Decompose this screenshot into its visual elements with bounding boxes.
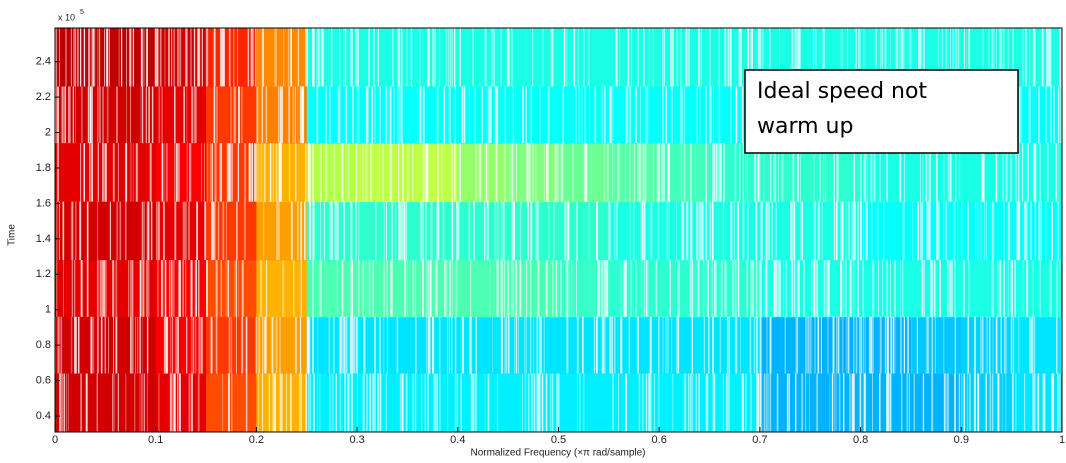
- x-tick-label: 0.1: [148, 434, 163, 446]
- y-tick-label: 2.4: [36, 56, 51, 68]
- annotation-line: Ideal speed not: [757, 79, 927, 104]
- y-tick-label: 1: [45, 304, 51, 316]
- x-tick-label: 0.5: [551, 434, 566, 446]
- cell: [458, 86, 509, 143]
- x-tick-label: 0.2: [249, 434, 264, 446]
- cell: [609, 317, 660, 374]
- cell: [861, 374, 912, 433]
- cell: [357, 28, 408, 87]
- cell: [508, 202, 559, 261]
- y-tick-label: 2.2: [36, 91, 51, 103]
- cell: [861, 260, 912, 317]
- y-exponent: 5: [80, 9, 84, 16]
- x-tick-label: 0.6: [652, 434, 667, 446]
- y-exponent-base: x 10: [58, 12, 75, 22]
- x-axis-label: Normalized Frequency (×π rad/sample): [470, 448, 645, 459]
- cell: [609, 374, 660, 433]
- chart: x 10 5 Normalized Frequency (×π rad/samp…: [0, 0, 1066, 463]
- x-tick-label: 1: [1059, 434, 1065, 446]
- cell: [458, 374, 509, 433]
- cell: [710, 202, 761, 261]
- annotation-line: warm up: [757, 114, 853, 139]
- x-tick-label: 0.7: [752, 434, 767, 446]
- cell: [659, 260, 710, 317]
- cell: [911, 317, 962, 374]
- cell: [1012, 28, 1063, 87]
- cell: [256, 260, 307, 317]
- cell: [206, 260, 257, 317]
- cell: [206, 28, 257, 87]
- y-tick-label: 1.8: [36, 162, 51, 174]
- cell: [458, 143, 509, 202]
- cell: [256, 28, 307, 87]
- cell: [659, 317, 710, 374]
- y-tick-label: 0.4: [36, 410, 51, 422]
- y-axis-label: Time: [7, 224, 18, 246]
- cell: [508, 86, 559, 143]
- x-tick-label: 0.8: [853, 434, 868, 446]
- cell: [508, 374, 559, 433]
- y-tick-label: 0.6: [36, 375, 51, 387]
- cell: [1012, 260, 1063, 317]
- cell: [609, 86, 660, 143]
- x-tick-label: 0.4: [450, 434, 465, 446]
- cell: [659, 28, 710, 87]
- cell: [357, 143, 408, 202]
- y-tick-label: 1.2: [36, 268, 51, 280]
- y-tick-label: 0.8: [36, 339, 51, 351]
- y-tick-label: 2: [45, 126, 51, 138]
- x-tick-label: 0.3: [349, 434, 364, 446]
- cell: [307, 143, 358, 202]
- cell: [256, 317, 307, 374]
- y-tick-label: 1.6: [36, 197, 51, 209]
- y-tick-label: 1.4: [36, 233, 51, 245]
- cell: [156, 143, 207, 202]
- x-tick-label: 0.9: [954, 434, 969, 446]
- cell: [407, 202, 458, 261]
- x-tick-label: 0: [52, 434, 58, 446]
- cell: [407, 143, 458, 202]
- cell: [357, 260, 408, 317]
- cell: [307, 86, 358, 143]
- cell: [710, 374, 761, 433]
- cell: [407, 86, 458, 143]
- cell: [156, 86, 207, 143]
- cell: [1012, 374, 1063, 433]
- cell: [609, 260, 660, 317]
- cell: [307, 260, 358, 317]
